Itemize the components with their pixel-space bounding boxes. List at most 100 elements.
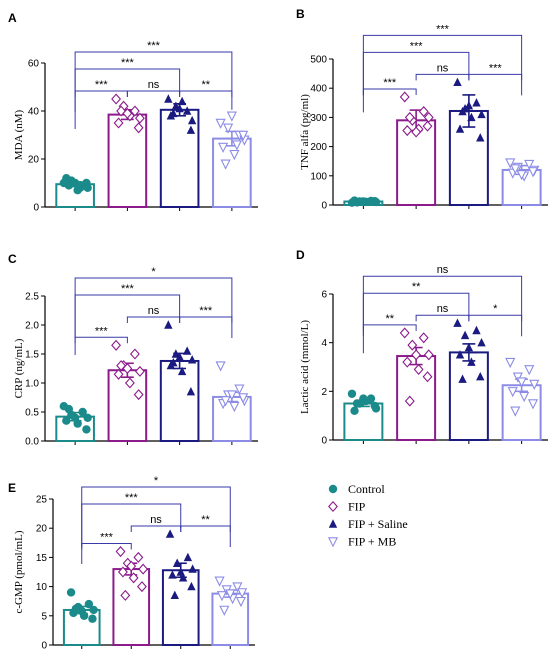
data-point xyxy=(122,107,133,119)
y-tick-label: 0 xyxy=(41,641,47,652)
data-point xyxy=(477,109,486,119)
data-point xyxy=(177,96,187,106)
data-point xyxy=(472,325,481,335)
significance-bracket xyxy=(179,316,233,323)
data-point xyxy=(370,197,379,206)
data-point xyxy=(215,361,226,372)
data-point xyxy=(237,588,248,599)
data-point xyxy=(422,371,433,383)
bar xyxy=(448,351,489,441)
y-tick-label: 6 xyxy=(321,290,327,301)
data-point xyxy=(88,614,97,623)
y-tick-label: 2 xyxy=(321,387,327,398)
significance-label: ns xyxy=(437,62,449,74)
significance-label: *** xyxy=(147,40,161,52)
data-point xyxy=(113,368,124,380)
y-tick-label: 60 xyxy=(28,59,40,70)
y-axis-label: MDA (nM) xyxy=(13,109,25,160)
data-point xyxy=(62,416,71,425)
data-point xyxy=(186,387,196,396)
data-point xyxy=(164,320,173,329)
significance-bracket xyxy=(126,90,181,97)
significance-label: ** xyxy=(385,313,394,325)
data-point xyxy=(505,158,516,169)
data-point xyxy=(455,124,465,133)
data-point xyxy=(464,342,474,352)
data-point xyxy=(476,372,485,381)
y-tick-label: 1.0 xyxy=(25,379,39,390)
legend-item: FIP + Saline xyxy=(328,517,408,531)
significance-bracket xyxy=(362,51,470,113)
significance-label: *** xyxy=(436,23,450,35)
significance-label: *** xyxy=(95,79,109,91)
significance-bracket xyxy=(179,90,233,97)
data-point xyxy=(165,529,175,538)
data-point xyxy=(182,346,192,355)
data-point xyxy=(214,576,225,587)
significance-bracket xyxy=(74,294,181,355)
significance-label: *** xyxy=(121,283,135,295)
significance-bracket xyxy=(74,277,233,338)
data-point xyxy=(220,396,231,407)
data-point xyxy=(187,115,197,125)
significance-label: ns xyxy=(437,264,449,276)
significance-label: ns xyxy=(148,79,160,91)
data-point xyxy=(464,101,474,110)
data-point xyxy=(172,558,182,567)
y-tick-label: 5 xyxy=(41,611,47,622)
data-point xyxy=(220,159,231,170)
data-point xyxy=(232,582,243,593)
panel-letter: D xyxy=(296,248,305,262)
data-point xyxy=(347,389,357,398)
significance-bracket xyxy=(81,543,132,550)
legend-item: FIP xyxy=(328,500,366,514)
data-point xyxy=(216,591,228,602)
legend-item: FIP + MB xyxy=(327,535,396,549)
significance-bracket xyxy=(415,314,470,322)
data-point xyxy=(120,589,131,601)
data-point xyxy=(352,399,362,408)
data-point xyxy=(402,125,413,137)
data-point xyxy=(175,352,184,361)
y-tick-label: 300 xyxy=(310,113,327,124)
data-point xyxy=(129,105,140,117)
bar xyxy=(159,108,200,208)
y-tick-label: 10 xyxy=(36,582,48,593)
data-point xyxy=(467,357,476,366)
data-point xyxy=(187,355,197,364)
y-tick-label: 20 xyxy=(28,155,40,166)
y-axis-label: Lactic acid (mmol/L) xyxy=(299,320,311,414)
data-point xyxy=(77,606,86,616)
data-point xyxy=(527,167,539,178)
significance-bracket xyxy=(362,324,417,331)
significance-label: * xyxy=(493,303,498,315)
data-point xyxy=(226,390,237,401)
data-point xyxy=(423,349,434,361)
panel-b: B TNF alfa (pg/ml) 0 100 200 300 400 500 *** ns **… xyxy=(296,7,548,212)
significance-label: * xyxy=(151,266,156,278)
data-point xyxy=(411,349,422,361)
data-point xyxy=(524,365,535,376)
data-point xyxy=(117,566,128,578)
significance-bracket xyxy=(126,316,181,323)
data-point xyxy=(411,126,422,138)
data-point xyxy=(370,401,379,411)
data-point xyxy=(188,564,197,573)
y-tick-label: 20 xyxy=(36,524,48,535)
data-point xyxy=(238,393,249,404)
data-point xyxy=(168,570,177,579)
data-point xyxy=(175,103,184,113)
significance-bracket xyxy=(74,90,128,97)
significance-bracket xyxy=(415,73,470,81)
data-point xyxy=(512,372,523,383)
y-axis-label: c-GMP (pmol/mL) xyxy=(13,530,25,613)
data-point xyxy=(407,339,418,351)
data-point xyxy=(235,596,247,608)
legend-marker xyxy=(328,519,338,528)
significance-label: ns xyxy=(148,305,160,317)
legend-label: FIP + MB xyxy=(348,535,396,549)
data-point xyxy=(516,377,527,388)
data-point xyxy=(126,560,137,572)
